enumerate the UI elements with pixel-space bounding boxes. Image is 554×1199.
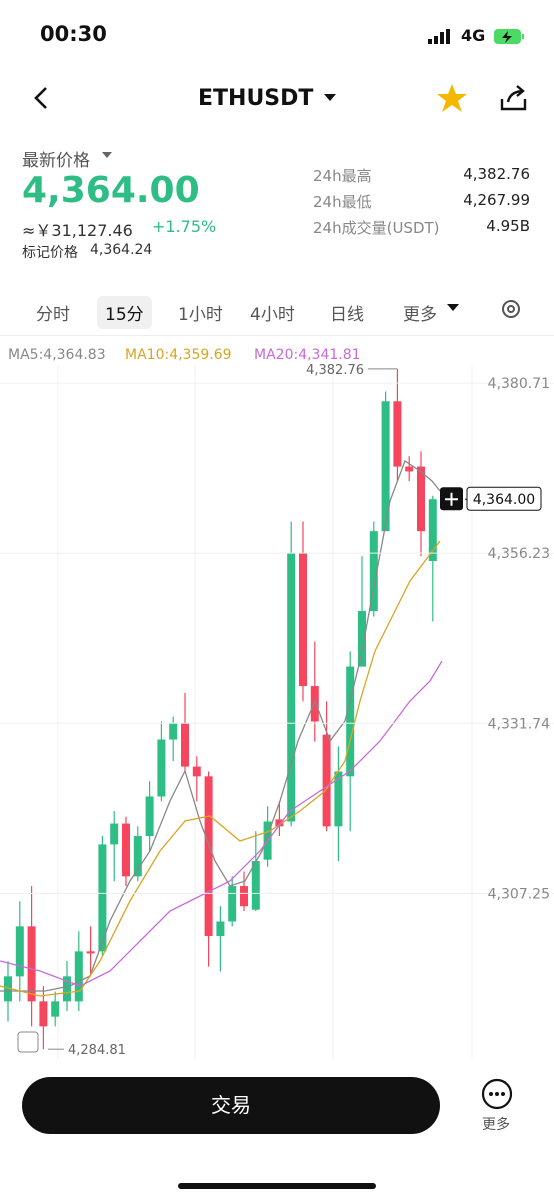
low-label: 4,284.81 bbox=[68, 1043, 126, 1058]
trade-button[interactable]: 交易 bbox=[22, 1077, 440, 1134]
tab[interactable]: 1小时 bbox=[178, 305, 223, 325]
ma5-legend: MA5:4,364.83 bbox=[8, 347, 106, 363]
ma-lines bbox=[0, 460, 443, 997]
price-axis-label: 4,307.25 bbox=[488, 886, 550, 902]
candle-body bbox=[51, 1001, 60, 1017]
candle-body bbox=[322, 734, 331, 827]
symbol[interactable]: ETHUSDT bbox=[198, 86, 314, 111]
candle-body bbox=[216, 921, 225, 937]
candle-body bbox=[287, 553, 296, 822]
price-dropdown bbox=[102, 152, 112, 158]
candle-body bbox=[39, 1001, 48, 1027]
status-icons bbox=[428, 29, 524, 44]
candle-body bbox=[251, 861, 260, 910]
candle-body bbox=[417, 466, 425, 532]
status-network: 4G bbox=[461, 26, 486, 45]
cny-price: ≈￥31,127.46 bbox=[22, 221, 133, 240]
candle-body bbox=[169, 723, 178, 740]
status-time: 00:30 bbox=[40, 22, 107, 46]
candle-body bbox=[228, 886, 237, 922]
candle-body bbox=[393, 401, 402, 467]
candle-body bbox=[98, 844, 107, 952]
high-label: 4,382.76 bbox=[306, 363, 364, 378]
stat-value: 4.95B bbox=[486, 217, 530, 235]
candle-body bbox=[63, 976, 71, 1002]
candle-body bbox=[310, 686, 319, 722]
candle-body bbox=[275, 819, 284, 827]
candle-body bbox=[192, 766, 201, 777]
candle-body bbox=[27, 926, 36, 1002]
candle-body bbox=[157, 739, 166, 797]
price-axis-label: 4,380.71 bbox=[488, 376, 550, 392]
stat-label: 24h最高 bbox=[313, 167, 372, 185]
tab[interactable]: 分时 bbox=[36, 305, 70, 325]
candle-body bbox=[299, 553, 307, 687]
candle-body bbox=[181, 723, 189, 767]
current-price-label: 4,364.00 bbox=[473, 492, 535, 508]
ma10-legend: MA10:4,359.69 bbox=[125, 347, 232, 363]
candle-body bbox=[74, 951, 83, 1002]
candle-body bbox=[110, 823, 119, 845]
candle-body bbox=[428, 499, 437, 562]
candle-body bbox=[369, 531, 378, 612]
candle-body bbox=[405, 466, 414, 472]
current-price-box bbox=[466, 486, 542, 511]
share-button[interactable] bbox=[498, 83, 530, 113]
price-axis-label: 4,356.23 bbox=[488, 546, 550, 562]
candle-body bbox=[204, 776, 213, 937]
crosshair-plus bbox=[445, 492, 458, 506]
candle-body bbox=[15, 926, 24, 977]
candle-body bbox=[346, 666, 355, 777]
candle-body bbox=[358, 611, 366, 667]
more-dropdown bbox=[447, 304, 459, 311]
candle-body bbox=[145, 796, 154, 837]
candle-body bbox=[381, 401, 390, 532]
candle-body bbox=[133, 836, 142, 877]
expand-button[interactable] bbox=[17, 1031, 39, 1053]
ma20-legend: MA20:4,341.81 bbox=[254, 347, 361, 363]
change-percent: +1.75% bbox=[152, 217, 217, 236]
price-axis-label: 4,331.74 bbox=[488, 716, 550, 732]
candle-body bbox=[334, 771, 343, 827]
settings-button[interactable] bbox=[499, 297, 523, 321]
stat-value: 4,267.99 bbox=[463, 191, 530, 209]
tab[interactable]: 日线 bbox=[330, 305, 364, 325]
candle-body bbox=[4, 976, 12, 1002]
last-price: 4,364.00 bbox=[22, 170, 200, 211]
home-indicator bbox=[178, 1183, 376, 1189]
back-button[interactable] bbox=[30, 85, 54, 111]
mark-label: 标记价格 bbox=[22, 245, 78, 261]
stat-value: 4,382.76 bbox=[463, 165, 530, 183]
stat-label: 24h最低 bbox=[313, 193, 372, 211]
vertical-grid bbox=[57, 366, 473, 1059]
stat-label: 24h成交量(USDT) bbox=[313, 219, 440, 237]
kline-chart: MA5:4,364.83 MA10:4,359.69 MA20:4,341.81… bbox=[0, 335, 554, 1059]
candle-body bbox=[86, 951, 95, 954]
tab-active[interactable]: 15分 bbox=[97, 296, 152, 329]
candle-body bbox=[240, 886, 248, 907]
more-icon[interactable] bbox=[481, 1078, 513, 1110]
tab[interactable]: 4小时 bbox=[250, 305, 295, 325]
price-label[interactable]: 最新价格 bbox=[22, 151, 90, 171]
tab[interactable]: 更多 bbox=[403, 305, 437, 325]
more-label[interactable]: 更多 bbox=[482, 1117, 510, 1133]
favorite-star[interactable] bbox=[436, 83, 468, 113]
symbol-dropdown[interactable] bbox=[324, 94, 336, 102]
mark-price: 4,364.24 bbox=[90, 242, 153, 258]
candle-body bbox=[122, 823, 130, 877]
